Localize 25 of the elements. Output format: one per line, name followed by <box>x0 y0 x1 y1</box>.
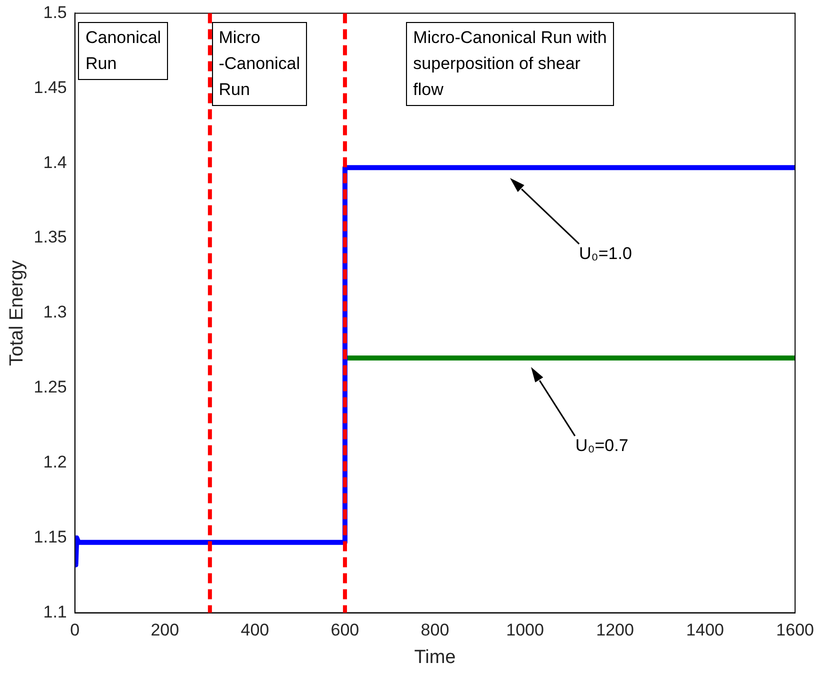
y-tick-label: 1.1 <box>43 602 67 622</box>
y-tick-label: 1.45 <box>34 78 67 97</box>
y-tick-label: 1.3 <box>43 302 67 322</box>
annotation: Canonical Run <box>78 22 168 80</box>
x-tick-label: 400 <box>240 620 270 640</box>
x-axis-title: Time <box>414 646 456 668</box>
y-tick-label: 1.25 <box>34 378 67 397</box>
y-tick-label: 1.35 <box>34 228 67 247</box>
y-tick-label: 1.2 <box>43 452 67 472</box>
x-tick-label: 600 <box>330 620 360 640</box>
x-tick-label: 1400 <box>686 620 724 640</box>
annotation: U₀=1.0 <box>579 244 632 264</box>
y-tick-label: 1.5 <box>43 2 67 22</box>
annotation: Micro -Canonical Run <box>212 22 307 106</box>
annotation: U₀=0.7 <box>575 436 628 456</box>
x-tick-label: 200 <box>150 620 180 640</box>
x-tick-label: 0 <box>70 620 80 640</box>
x-tick-label: 800 <box>420 620 450 640</box>
x-tick-label: 1600 <box>776 620 814 640</box>
y-tick-label: 1.15 <box>34 528 67 547</box>
y-tick-label: 1.4 <box>43 152 67 172</box>
x-tick-label: 1200 <box>596 620 634 640</box>
annotation: Micro-Canonical Run with superposition of shear flow <box>406 22 614 106</box>
y-axis-title: Total Energy <box>6 260 28 366</box>
x-tick-label: 1000 <box>506 620 544 640</box>
